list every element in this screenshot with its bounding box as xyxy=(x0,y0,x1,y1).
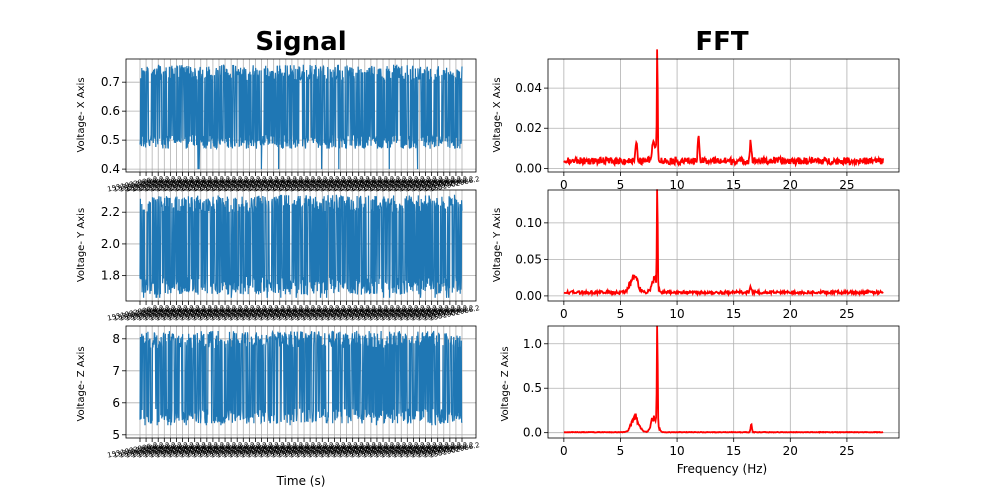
fft-y-ylabel: Voltage- Y Axis xyxy=(492,208,503,282)
fft-trace xyxy=(563,325,884,434)
fft-y-axes: 0 5 10 15 20 25 0.00 0.05 0.10 xyxy=(515,189,900,321)
y-tick-label: 1.8 xyxy=(101,269,120,283)
y-tick-label: 0.00 xyxy=(515,161,542,175)
axes-frame xyxy=(125,189,477,302)
y-tick-label: 0.4 xyxy=(101,162,120,176)
y-tick-label: 0.5 xyxy=(523,381,542,395)
x-tick-label: 15 xyxy=(726,178,741,192)
axes-frame xyxy=(125,58,477,173)
axes-frame xyxy=(125,325,477,439)
axes-frame xyxy=(547,189,900,302)
y-tick-label: 2.0 xyxy=(101,237,120,251)
y-tick-label: 0.00 xyxy=(515,289,542,303)
fft-trace xyxy=(563,49,884,168)
x-tick-label: 5 xyxy=(617,178,625,192)
y-tick-label: 5 xyxy=(112,428,120,442)
signal-trace xyxy=(139,194,463,298)
x-tick-label: 15 xyxy=(726,307,741,321)
x-tick-label: 20 xyxy=(783,444,798,458)
y-tick-label: 1.0 xyxy=(523,337,542,351)
signal-x-ylabel: Voltage- X Axis xyxy=(76,77,87,152)
signal-y-ylabel: Voltage- Y Axis xyxy=(76,208,87,282)
fft-xlabel: Frequency (Hz) xyxy=(677,462,768,476)
signal-trace xyxy=(139,64,463,170)
x-tick-label: 20 xyxy=(783,307,798,321)
x-tick-label: 0 xyxy=(560,178,568,192)
y-tick-label: 7 xyxy=(112,364,120,378)
fft-z-axes: 0 5 10 15 20 25 0.0 0.5 1.0 xyxy=(523,325,900,458)
x-tick-label: 5 xyxy=(617,307,625,321)
x-tick-label: 5 xyxy=(617,444,625,458)
y-tick-label: 0.0 xyxy=(523,426,542,440)
x-tick-label: 10 xyxy=(669,307,684,321)
y-tick-label: 2.2 xyxy=(101,205,120,219)
fft-panel-title: FFT xyxy=(695,27,749,57)
y-tick-label: 0.10 xyxy=(515,216,542,230)
y-tick-label: 0.02 xyxy=(515,121,542,135)
signal-z-axes: 56781551902986.21551902986.21551902986.2… xyxy=(107,325,480,460)
x-tick-label: 25 xyxy=(839,178,854,192)
y-tick-label: 0.04 xyxy=(515,81,542,95)
x-tick-label: 0 xyxy=(560,444,568,458)
x-tick-label: 10 xyxy=(669,444,684,458)
y-tick-label: 8 xyxy=(112,332,120,346)
signal-trace xyxy=(139,329,463,426)
fft-z-ylabel: Voltage- Z Axis xyxy=(500,346,511,421)
signal-xlabel: Time (s) xyxy=(276,474,326,488)
y-tick-label: 0.6 xyxy=(101,104,120,118)
y-tick-label: 0.05 xyxy=(515,252,542,266)
fft-x-ylabel: Voltage- X Axis xyxy=(492,77,503,152)
axes-frame xyxy=(547,58,900,173)
x-tick-label: 25 xyxy=(839,307,854,321)
y-tick-label: 6 xyxy=(112,396,120,410)
x-tick-label: 25 xyxy=(839,444,854,458)
signal-panel-title: Signal xyxy=(255,27,346,57)
signal-z-ylabel: Voltage- Z Axis xyxy=(76,346,87,421)
signal-y-axes: 1.82.02.21551902986.21551902986.21551902… xyxy=(101,189,480,323)
fft-x-axes: 0 5 10 15 20 25 0.00 0.02 0.04 xyxy=(515,49,900,192)
x-tick-label: 10 xyxy=(669,178,684,192)
axes-frame xyxy=(547,325,900,439)
x-tick-label: 0 xyxy=(560,307,568,321)
x-tick-label: 15 xyxy=(726,444,741,458)
y-tick-label: 0.5 xyxy=(101,133,120,147)
signal-x-axes: 0.40.50.60.71551902986.21551902986.21551… xyxy=(101,58,480,194)
x-tick-label: 20 xyxy=(783,178,798,192)
fft-trace xyxy=(563,189,884,298)
y-tick-label: 0.7 xyxy=(101,75,120,89)
